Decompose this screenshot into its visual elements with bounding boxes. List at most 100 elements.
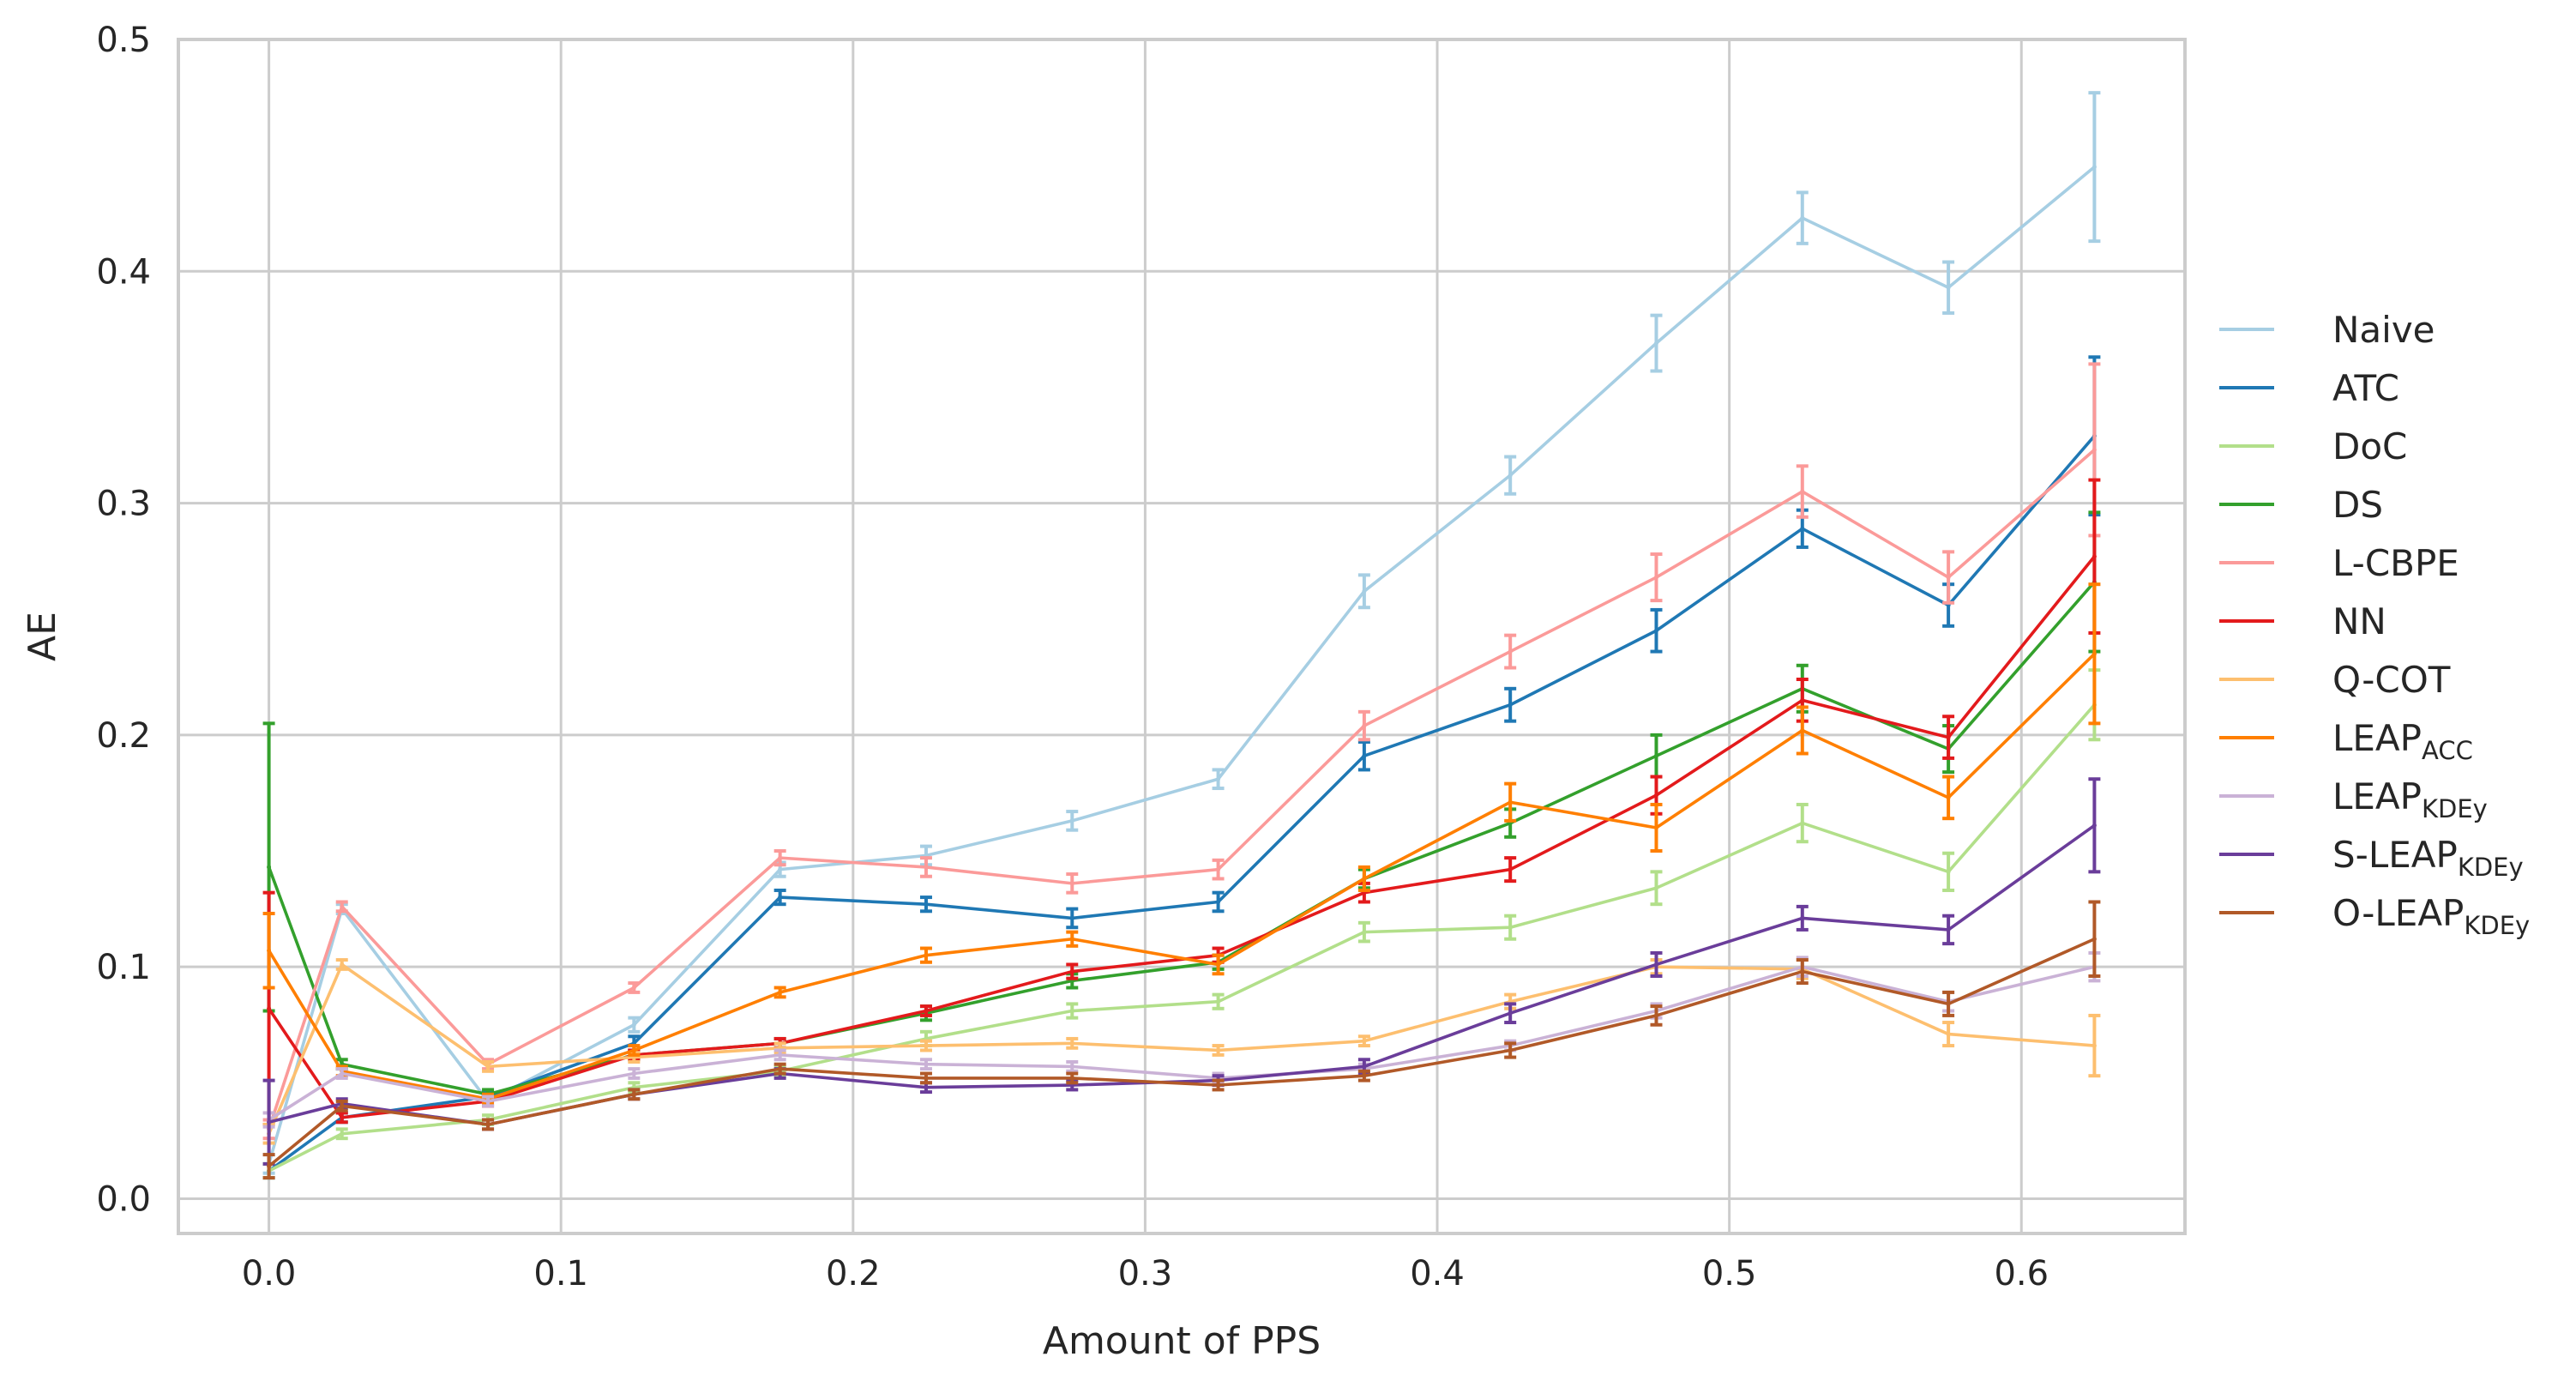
data-point [267, 1006, 272, 1011]
data-point [1946, 1032, 1951, 1037]
data-point [924, 1062, 929, 1067]
data-point [1653, 753, 1658, 758]
data-point [1800, 821, 1805, 826]
data-point [1508, 1047, 1513, 1052]
data-point [1362, 930, 1367, 935]
data-point [924, 1009, 929, 1014]
data-point [1069, 1009, 1074, 1014]
data-point [340, 962, 345, 967]
data-point [2091, 165, 2097, 170]
data-point [1362, 1064, 1367, 1069]
data-point [485, 1099, 491, 1104]
data-point [1069, 937, 1074, 942]
data-point [1069, 1076, 1074, 1081]
data-point [1946, 795, 1951, 800]
data-point [267, 948, 272, 953]
data-point [1069, 818, 1074, 823]
data-point [924, 902, 929, 907]
data-point [1508, 649, 1513, 654]
data-point [924, 1043, 929, 1048]
data-point [2091, 1043, 2097, 1048]
data-point [267, 1164, 272, 1169]
data-point [1946, 285, 1951, 290]
grid [178, 38, 2185, 1233]
data-point [1069, 1064, 1074, 1069]
data-point [1800, 969, 1805, 974]
data-point [1362, 876, 1367, 881]
x-tick-label: 0.2 [826, 1254, 881, 1294]
data-point [1362, 588, 1367, 594]
data-point [778, 1052, 783, 1058]
legend-item: ATC [2219, 367, 2399, 409]
legend-item: NN [2219, 600, 2386, 642]
data-point [1362, 1039, 1367, 1044]
data-point [924, 865, 929, 870]
data-point [1069, 969, 1074, 974]
data-point [1653, 628, 1658, 633]
legend-label: Q-COT [2332, 659, 2451, 701]
data-point [631, 1047, 636, 1052]
data-point [1508, 925, 1513, 930]
data-point [1653, 962, 1658, 967]
legend-label-subscript: ACC [2422, 736, 2473, 765]
legend-item: DoC [2219, 425, 2407, 467]
data-point [1946, 1001, 1951, 1006]
data-point [485, 1122, 491, 1127]
data-point [778, 867, 783, 872]
x-tick-label: 0.0 [242, 1254, 297, 1294]
data-point [1216, 899, 1221, 904]
data-point [2091, 823, 2097, 828]
legend-item: Naive [2219, 309, 2435, 351]
series-line [268, 652, 2096, 1101]
x-tick-label: 0.4 [1410, 1254, 1465, 1294]
legend-label: Naive [2332, 309, 2435, 351]
series-line [267, 962, 2095, 1135]
data-point [1216, 962, 1221, 967]
data-point [1800, 215, 1805, 220]
x-tick-label: 0.6 [1994, 1254, 2049, 1294]
data-point [1800, 915, 1805, 920]
data-point [1508, 1010, 1513, 1016]
data-point [1946, 927, 1951, 932]
y-tick-label: 0.2 [96, 716, 151, 756]
tick-labels: 0.0 0.1 0.2 0.3 0.4 0.5 0.6 0.0 0.1 0.2 0.3 0.4 0.5 [96, 21, 2049, 1294]
series-line [268, 703, 2096, 1173]
data-point [2091, 937, 2097, 942]
data-point [1653, 885, 1658, 890]
legend-label-subscript: KDEy [2458, 853, 2524, 882]
data-point [485, 1064, 491, 1069]
data-point [1508, 473, 1513, 478]
data-point [924, 1076, 929, 1081]
legend-label: ATC [2332, 367, 2399, 409]
data-point [1216, 999, 1221, 1004]
data-point [1946, 575, 1951, 580]
data-point [1069, 1040, 1074, 1046]
data-point [340, 904, 345, 909]
data-point [1800, 489, 1805, 494]
data-point [267, 865, 272, 870]
series-line [268, 555, 2096, 1119]
data-point [1362, 723, 1367, 728]
data-point [1946, 735, 1951, 740]
data-point [340, 1131, 345, 1137]
data-point [1653, 825, 1658, 830]
legend-label-subscript: KDEy [2422, 794, 2488, 823]
data-point [267, 1119, 272, 1125]
data-point [1069, 881, 1074, 886]
y-tick-label: 0.5 [96, 21, 151, 60]
data-point [1362, 753, 1367, 758]
data-point [1216, 776, 1221, 781]
x-tick-label: 0.5 [1702, 1254, 1757, 1294]
data-point [2091, 554, 2097, 559]
legend-item: DS [2219, 484, 2383, 526]
legend-label: DS [2332, 484, 2383, 526]
data-point [1508, 703, 1513, 708]
series-line [268, 965, 2095, 1122]
data-point [1216, 1082, 1221, 1088]
data-point [1800, 727, 1805, 733]
data-point [1653, 341, 1658, 346]
data-point [1653, 793, 1658, 798]
series-group [262, 91, 2101, 1180]
x-tick-label: 0.3 [1118, 1254, 1173, 1294]
